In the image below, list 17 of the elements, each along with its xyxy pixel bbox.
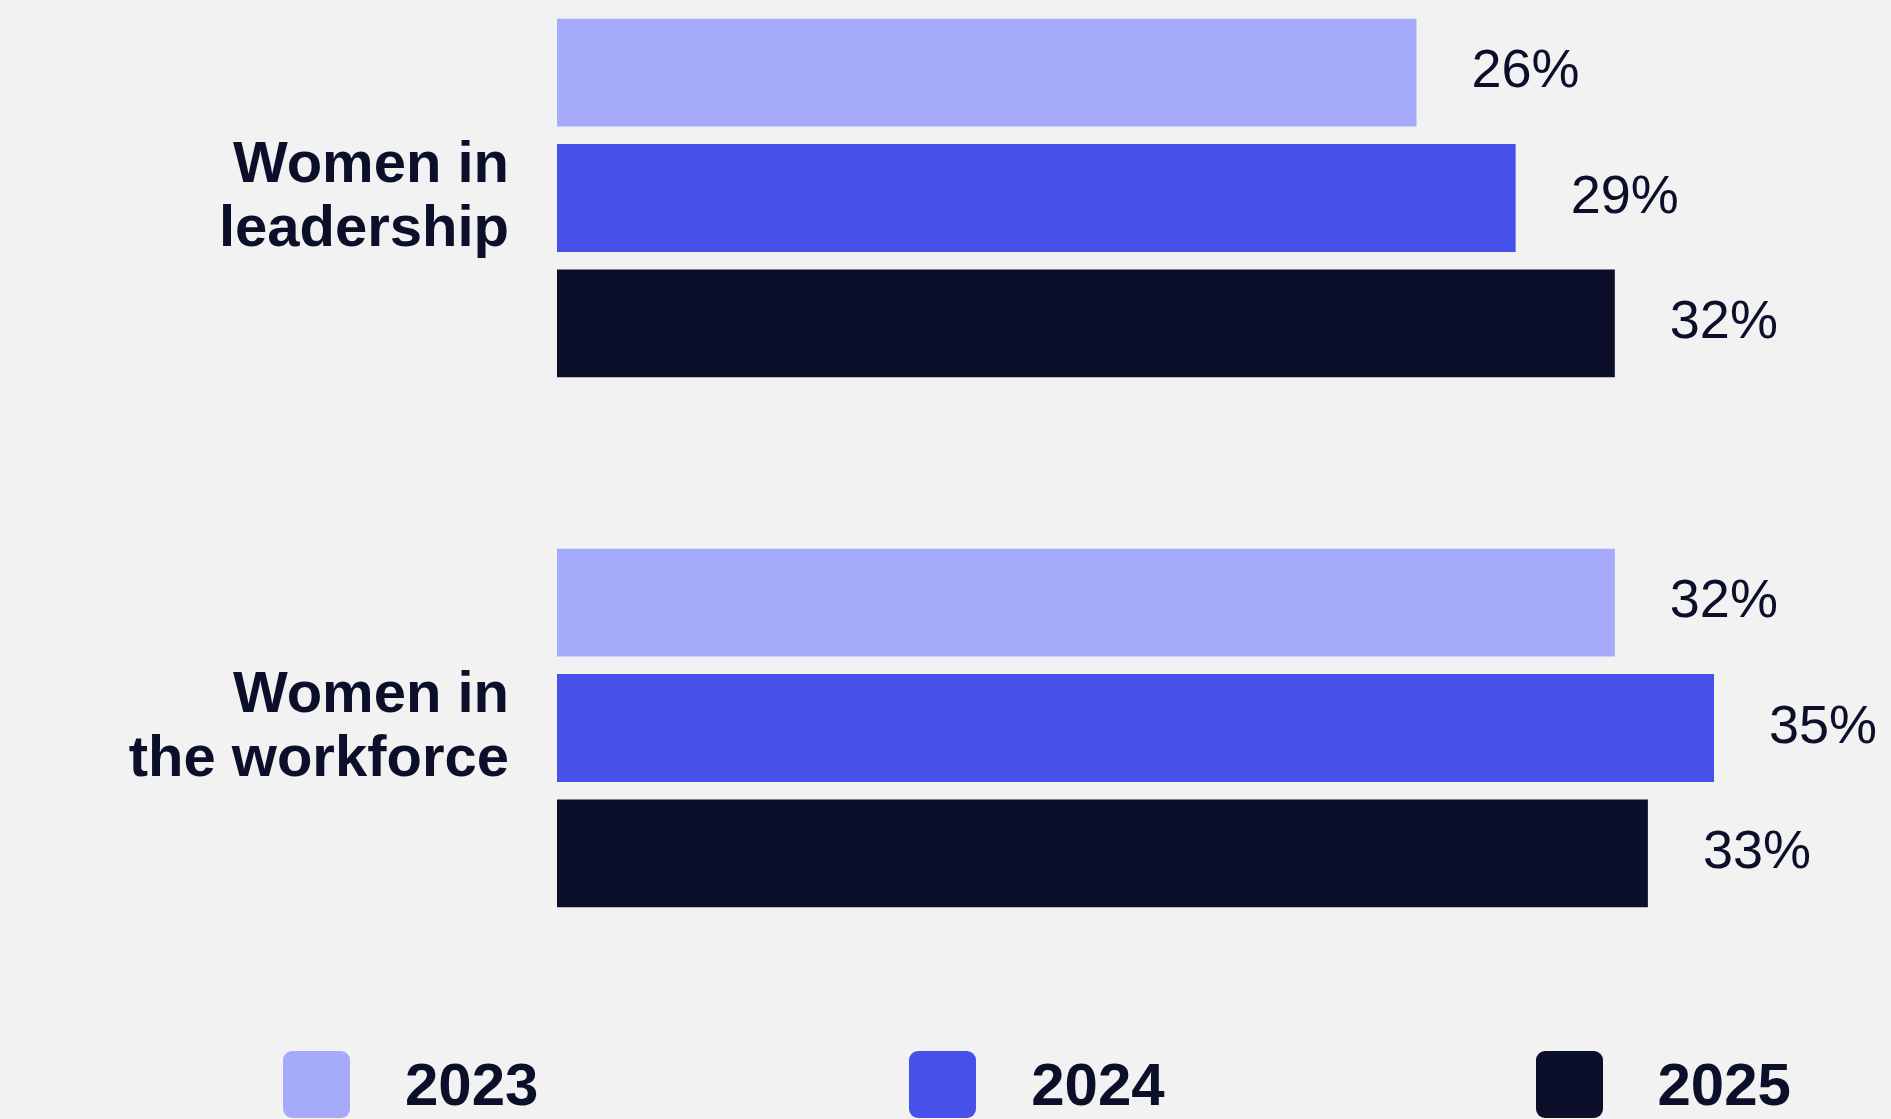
data-label: 33% [1702,819,1811,880]
data-label: 32% [1669,289,1778,350]
data-label: 32% [1669,568,1778,629]
legend-label: 2023 [405,1050,539,1119]
y-tick-label: Women in the workforce [128,659,509,788]
bar [557,799,1648,908]
data-label: 29% [1570,163,1679,224]
legend-label: 2024 [1031,1050,1165,1119]
bar [557,674,1714,782]
bar [557,144,1516,252]
data-label: 35% [1769,693,1878,754]
bar [557,548,1615,657]
bar [557,269,1615,378]
legend-label: 2025 [1657,1050,1791,1119]
y-tick-label: Women in leadership [218,129,509,258]
data-label: 26% [1471,38,1580,99]
bar [557,18,1417,127]
